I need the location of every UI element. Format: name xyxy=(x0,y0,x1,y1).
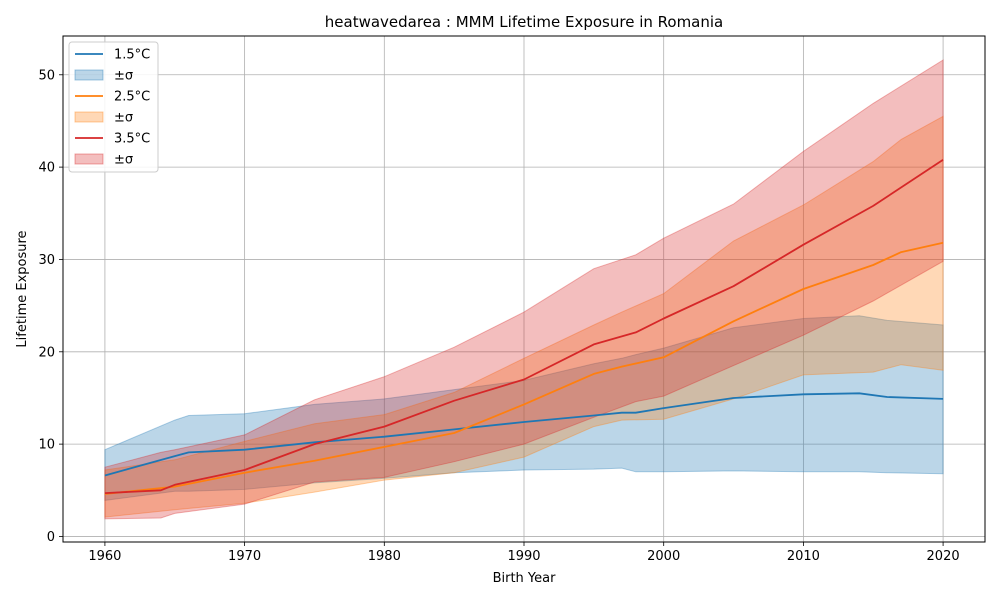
x-tick-label: 1960 xyxy=(88,549,121,564)
y-tick-label: 10 xyxy=(38,438,55,453)
legend: 1.5°C ±σ 2.5°C ±σ 3.5°C ±σ xyxy=(68,41,159,173)
y-tick-label: 0 xyxy=(47,530,55,545)
band-series-0 xyxy=(104,315,944,501)
y-axis-label: Lifetime Exposure xyxy=(15,230,30,347)
legend-label: 2.5°C xyxy=(114,90,150,105)
lines xyxy=(104,158,944,495)
x-tick-label: 1990 xyxy=(507,549,540,564)
y-tick-label: 30 xyxy=(38,253,55,268)
band-series-1 xyxy=(104,115,944,518)
band-series-2 xyxy=(104,59,944,520)
legend-label: ±σ xyxy=(114,153,133,168)
legend-label: ±σ xyxy=(114,111,133,126)
y-tick-label: 50 xyxy=(38,68,55,83)
y-axis-ticks: 0 10 20 30 40 50 xyxy=(38,68,63,545)
chart-title: heatwavedarea : MMM Lifetime Exposure in… xyxy=(325,13,723,31)
legend-band-swatch xyxy=(74,69,104,81)
x-tick-label: 2000 xyxy=(647,549,680,564)
x-tick-label: 1980 xyxy=(368,549,401,564)
grid xyxy=(63,36,985,542)
x-axis-ticks: 1960 1970 1980 1990 2000 2010 2020 xyxy=(88,542,960,564)
legend-label: 3.5°C xyxy=(114,132,150,147)
legend-label: ±σ xyxy=(114,69,133,84)
x-tick-label: 2020 xyxy=(927,549,960,564)
y-tick-label: 40 xyxy=(38,161,55,176)
line-series-0 xyxy=(104,392,944,477)
legend-band-swatch xyxy=(74,111,104,123)
line-series-2 xyxy=(104,158,944,494)
line-series-1 xyxy=(104,241,944,495)
x-tick-label: 1970 xyxy=(228,549,261,564)
legend-label: 1.5°C xyxy=(114,48,150,63)
legend-box xyxy=(68,41,159,173)
y-tick-label: 20 xyxy=(38,345,55,360)
legend-band-swatch xyxy=(74,153,104,165)
bands xyxy=(104,59,944,520)
x-tick-label: 2010 xyxy=(787,549,820,564)
x-axis-label: Birth Year xyxy=(493,571,557,586)
